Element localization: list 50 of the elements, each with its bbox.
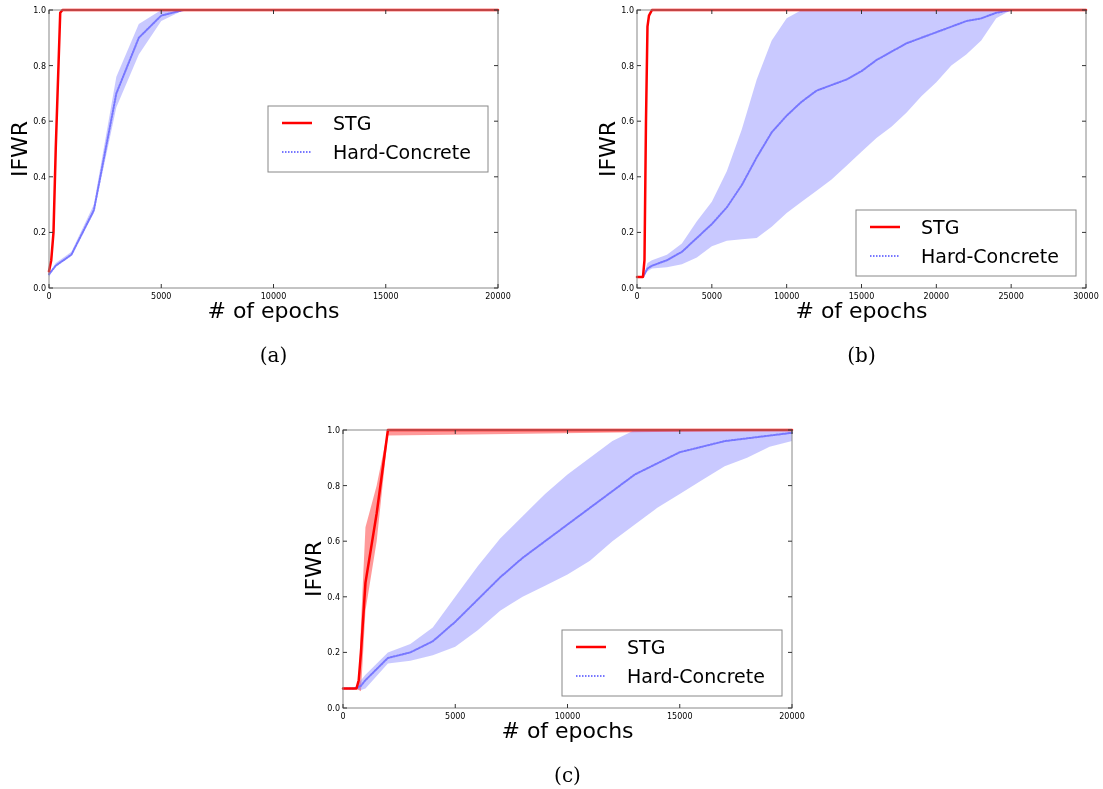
x-tick-label: 0 [340, 712, 346, 721]
legend-label: Hard-Concrete [333, 141, 471, 163]
x-tick-label: 10000 [554, 712, 581, 721]
legend-label: STG [921, 216, 960, 238]
y-tick-label: 0.0 [33, 284, 46, 293]
x-tick-label: 5000 [701, 292, 723, 301]
x-tick-label: 10000 [260, 292, 287, 301]
x-tick-label: 20000 [485, 292, 511, 301]
legend-label: Hard-Concrete [627, 665, 765, 687]
y-tick-label: 0.4 [621, 172, 634, 182]
x-axis-title: # of epochs [795, 298, 928, 323]
y-tick-label: 0.0 [327, 704, 340, 713]
y-tick-label: 0.2 [327, 648, 340, 658]
x-tick-label: 20000 [923, 292, 950, 301]
y-axis-title: IFWR [7, 120, 32, 178]
x-tick-label: 10000 [773, 292, 800, 301]
x-tick-label: 5000 [445, 712, 466, 721]
y-tick-label: 0.2 [33, 228, 46, 238]
text: (c) [554, 763, 581, 787]
y-tick-label: 0.0 [621, 284, 634, 293]
y-tick-label: 0.8 [327, 481, 340, 491]
legend-label: STG [333, 112, 372, 134]
y-tick-label: 1.0 [33, 6, 46, 15]
x-tick-label: 0 [634, 292, 640, 301]
y-tick-label: 1.0 [621, 6, 634, 15]
legend-label: Hard-Concrete [921, 245, 1059, 267]
x-axis-title: # of epochs [207, 298, 340, 323]
y-tick-label: 0.4 [33, 172, 46, 182]
y-tick-label: 0.8 [33, 61, 46, 71]
text: (b) [847, 343, 876, 367]
x-axis-title: # of epochs [501, 718, 634, 743]
y-axis-title: IFWR [301, 540, 326, 598]
y-axis-title: IFWR [595, 120, 620, 178]
x-tick-label: 20000 [779, 712, 805, 721]
x-tick-label: 30000 [1073, 292, 1099, 301]
x-tick-label: 15000 [373, 292, 399, 301]
y-tick-label: 0.6 [33, 117, 46, 127]
x-tick-label: 0 [46, 292, 52, 301]
x-tick-label: 15000 [667, 712, 693, 721]
y-tick-label: 0.6 [327, 537, 340, 547]
y-tick-label: 0.4 [327, 592, 340, 602]
x-tick-label: 5000 [151, 292, 172, 301]
legend-label: STG [627, 636, 666, 658]
x-tick-label: 25000 [998, 292, 1024, 301]
y-tick-label: 0.6 [621, 117, 634, 127]
y-tick-label: 0.2 [621, 228, 634, 238]
text: (a) [259, 343, 288, 367]
x-tick-label: 15000 [848, 292, 875, 301]
y-tick-label: 1.0 [327, 426, 340, 435]
y-tick-label: 0.8 [621, 61, 634, 71]
